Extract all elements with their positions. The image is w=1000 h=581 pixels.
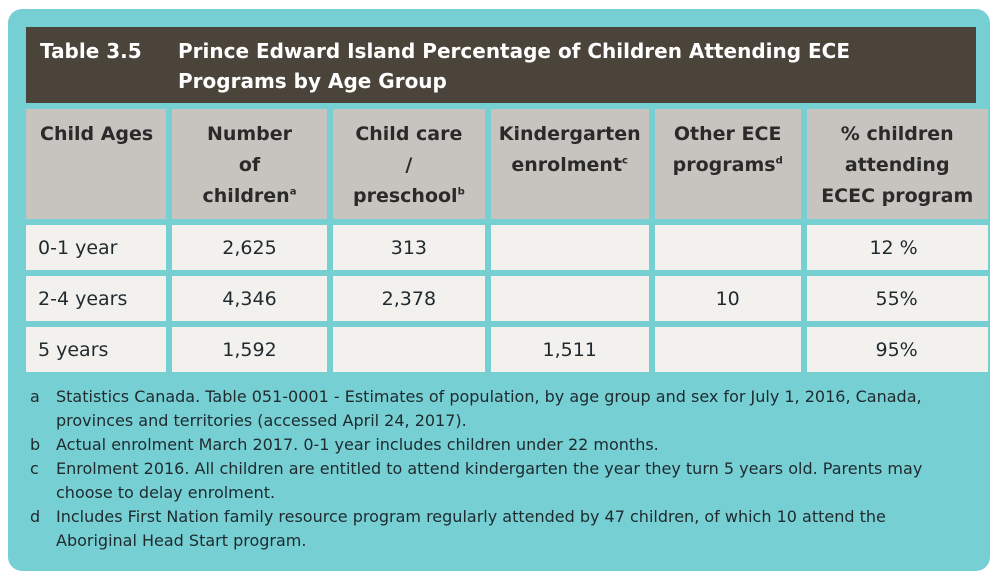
table-title-bar: Table 3.5 Prince Edward Island Percentag… [26,27,976,103]
footnote-marker: b [457,186,465,198]
table-row: 0-1 year 2,625 313 12 % [26,225,988,270]
cell-other [654,327,801,372]
cell-childcare: 2,378 [333,276,485,321]
header-label: Kindergarten enrolment [498,123,641,176]
header-label: % children attending ECEC program [821,123,974,207]
footnote-text: Statistics Canada. Table 051-0001 - Esti… [56,387,922,430]
header-other-ece: Other ECE programsd [654,109,801,219]
footnote-marker: a [289,186,297,198]
header-kindergarten: Kindergarten enrolmentc [490,109,649,219]
footnote: a Statistics Canada. Table 051-0001 - Es… [30,385,970,433]
footnote-text: Includes First Nation family resource pr… [56,507,886,550]
table-title: Prince Edward Island Percentage of Child… [178,39,851,93]
table-row: 2-4 years 4,346 2,378 10 55% [26,276,988,321]
footnote-letter: b [30,435,41,454]
data-table: Child Ages Number of childrena Child car… [20,103,994,378]
cell-children: 4,346 [172,276,327,321]
header-child-care: Child care / preschoolb [333,109,485,219]
footnote: b Actual enrolment March 2017. 0-1 year … [30,433,970,457]
header-label: Child Ages [40,123,154,145]
footnotes: a Statistics Canada. Table 051-0001 - Es… [30,385,970,553]
table-row: 5 years 1,592 1,511 95% [26,327,988,372]
footnote: c Enrolment 2016. All children are entit… [30,457,970,505]
table-number: Table 3.5 [40,39,142,63]
cell-other [654,225,801,270]
footnote-marker: d [775,155,783,167]
footnote-letter: a [30,387,40,406]
cell-percent: 12 % [806,225,988,270]
footnote: d Includes First Nation family resource … [30,505,970,553]
footnote-letter: c [30,459,39,478]
header-row: Child Ages Number of childrena Child car… [26,109,988,219]
header-number-of-children: Number of childrena [172,109,327,219]
cell-kindergarten [490,225,649,270]
header-label: Child care / preschool [353,123,463,207]
header-label: Number of children [202,123,293,207]
footnote-text: Actual enrolment March 2017. 0-1 year in… [56,435,659,454]
cell-percent: 55% [806,276,988,321]
cell-childcare: 313 [333,225,485,270]
cell-percent: 95% [806,327,988,372]
cell-other: 10 [654,276,801,321]
cell-kindergarten: 1,511 [490,327,649,372]
cell-age: 2-4 years [26,276,166,321]
cell-childcare [333,327,485,372]
header-percent-attending: % children attending ECEC program [806,109,988,219]
header-label: Other ECE programs [672,123,782,176]
cell-kindergarten [490,276,649,321]
footnote-marker: c [622,155,628,167]
cell-children: 1,592 [172,327,327,372]
footnote-letter: d [30,507,41,526]
cell-age: 5 years [26,327,166,372]
footnote-text: Enrolment 2016. All children are entitle… [56,459,923,502]
header-child-ages: Child Ages [26,109,166,219]
cell-age: 0-1 year [26,225,166,270]
cell-children: 2,625 [172,225,327,270]
